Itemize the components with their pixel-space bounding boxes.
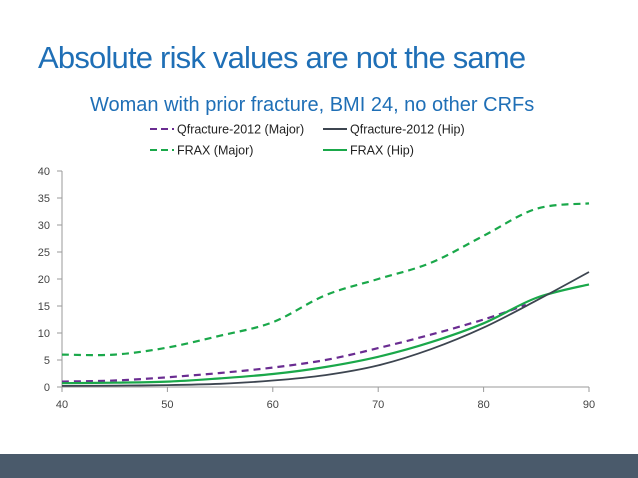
x-tick-label: 60 [267,399,279,411]
y-tick-label: 25 [38,247,50,259]
series-line-2 [61,202,590,357]
y-tick-label: 20 [38,274,50,286]
y-tick-label: 0 [44,382,50,394]
legend-label: FRAX (Hip) [350,144,414,158]
plot-area [61,202,590,387]
y-tick-label: 10 [38,328,50,340]
legend-label: Qfracture-2012 (Hip) [350,123,465,137]
legend-label: Qfracture-2012 (Major) [177,123,304,137]
x-tick-label: 70 [372,399,384,411]
footer-bar [0,454,638,478]
y-tick-label: 15 [38,301,50,313]
x-tick-label: 40 [56,399,68,411]
y-tick-label: 40 [38,166,50,178]
series-line-0 [61,303,527,383]
slide-title: Absolute risk values are not the same [38,40,526,75]
y-tick-label: 5 [44,355,50,367]
x-tick-label: 90 [583,399,595,411]
y-tick-label: 30 [38,220,50,232]
x-tick-label: 80 [477,399,489,411]
series-line-1 [61,271,590,387]
chart-legend: Qfracture-2012 (Major) Qfracture-2012 (Hi… [150,123,465,158]
legend-label: FRAX (Major) [177,144,253,158]
x-tick-label: 50 [161,399,173,411]
chart-axes: 0 5 10 15 20 25 30 35 40 40 50 60 70 80 90 [38,166,595,411]
y-tick-label: 35 [38,193,50,205]
series-line-3 [61,283,590,385]
line-chart: Qfracture-2012 (Major) Qfracture-2012 (Hi… [38,123,595,412]
chart-subtitle: Woman with prior fracture, BMI 24, no ot… [90,94,535,116]
